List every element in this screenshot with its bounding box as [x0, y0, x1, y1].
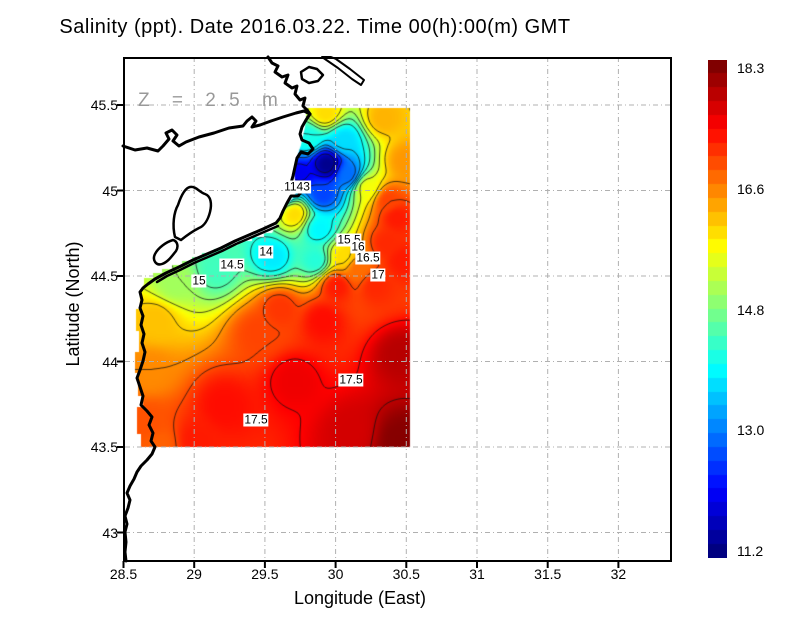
x-tick-label: 29	[186, 566, 202, 582]
y-tick-label: 43	[102, 524, 118, 541]
x-tick-label: 29.5	[251, 566, 279, 582]
y-tick-label: 45	[102, 182, 118, 199]
depth-annotation: Z = 2.5 m	[138, 90, 282, 111]
contour-label: 14.5	[219, 257, 245, 272]
y-tick-label: 44.5	[90, 268, 118, 284]
danube-delta-island	[299, 65, 325, 85]
contour-label: 17.5	[243, 412, 269, 427]
x-axis-title: Longitude (East)	[293, 588, 427, 608]
contour-label: 14	[258, 244, 274, 259]
plot-title: Salinity (ppt). Date 2016.03.22. Time 00…	[59, 16, 571, 38]
colorbar-tick-label: 14.8	[737, 301, 765, 318]
y-tick-label: 45.5	[90, 97, 118, 113]
contour-label: 1143	[283, 179, 311, 194]
colorbar-tick-label: 11.2	[737, 543, 764, 559]
x-tick-label: 28.5	[109, 566, 138, 582]
colorbar-tick-label: 16.6	[737, 180, 765, 197]
y-axis-title: Latitude (North)	[63, 241, 83, 367]
lagoon-razelm-outline	[172, 185, 213, 242]
contour-label: 15	[191, 273, 207, 288]
y-tick-label: 44	[102, 353, 118, 370]
x-tick-label: 31	[469, 566, 485, 582]
coastline-northeast-path	[266, 55, 312, 116]
contour-label: 16	[350, 239, 366, 254]
colorbar-tick-label: 18.3	[737, 60, 765, 76]
contour-label: 17.5	[338, 372, 364, 387]
coastline-barrier-spit-path	[155, 224, 280, 284]
x-tick-label: 31.5	[534, 566, 562, 582]
coastline-main-path	[121, 109, 315, 563]
colorbar	[708, 60, 727, 558]
x-tick-label: 32	[610, 566, 627, 582]
x-tick-label: 30.5	[392, 566, 420, 582]
colorbar-tick-label: 13.0	[737, 422, 765, 439]
coastal-spit	[321, 56, 365, 86]
x-tick-label: 30	[327, 566, 344, 582]
lagoon-sinoe-outline	[152, 238, 179, 266]
y-tick-label: 43.5	[90, 439, 118, 455]
contour-label: 17	[370, 267, 386, 282]
contour-label: 16.5	[355, 250, 381, 265]
